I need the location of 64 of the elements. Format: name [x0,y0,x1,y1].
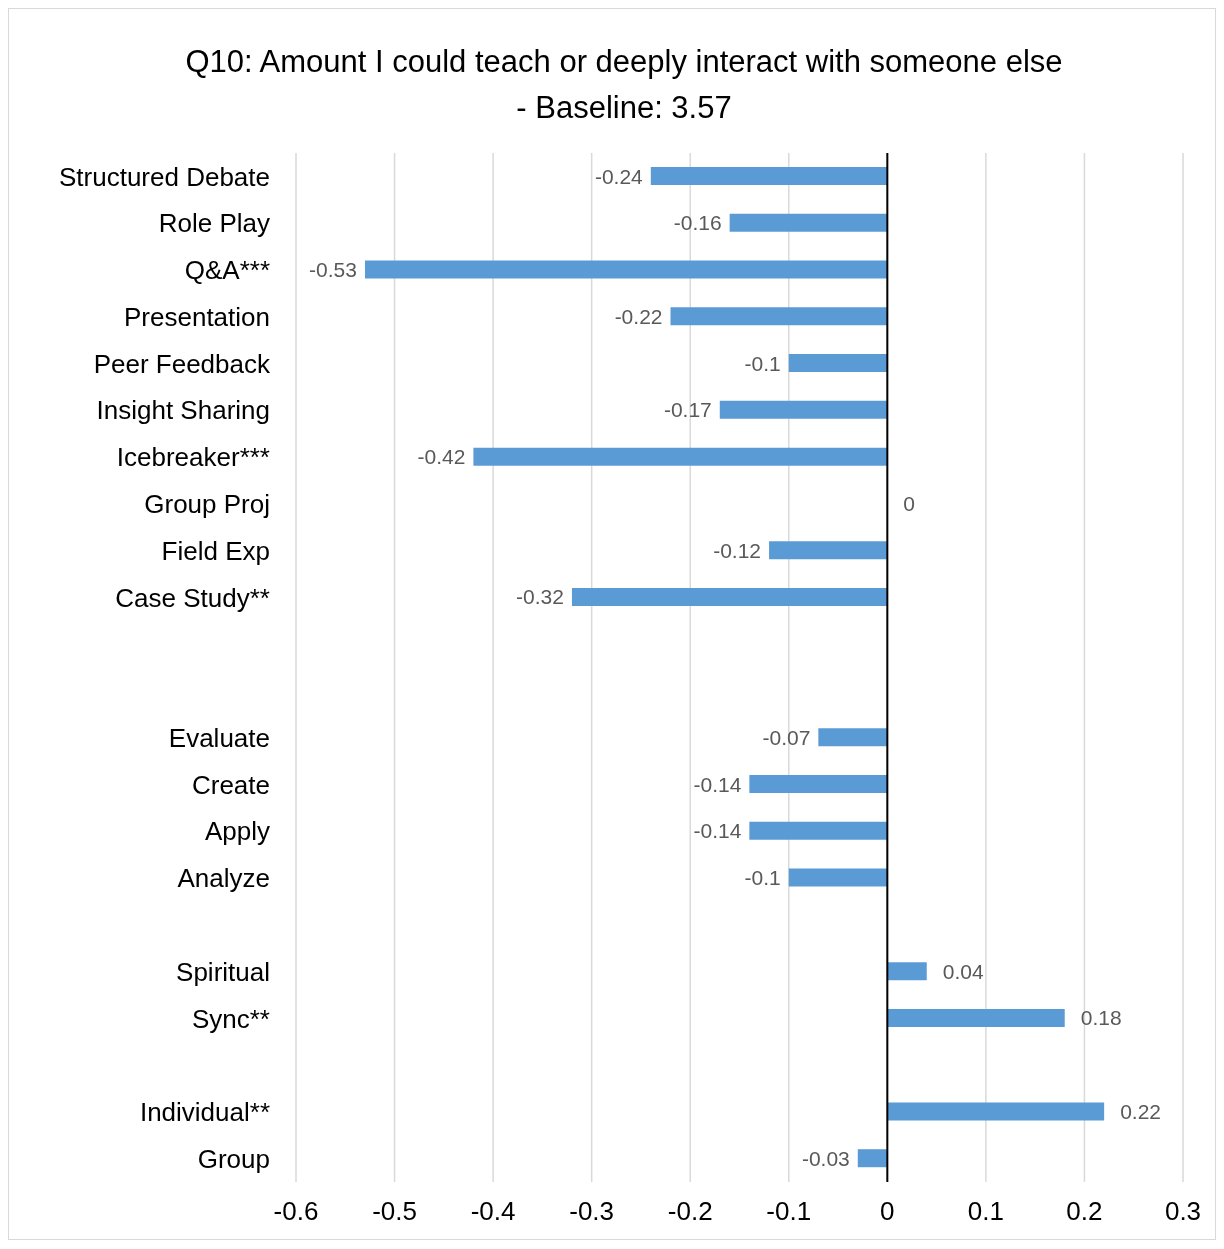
bar [818,728,888,747]
bar [670,307,888,326]
data-label: -0.1 [744,866,781,890]
bar [788,354,888,373]
y-tick-label: Evaluate [168,722,270,753]
bar [364,260,888,279]
y-tick-label: Structured Debate [58,161,270,192]
x-tick-label: -0.3 [569,1196,615,1227]
y-tick-label: Case Study** [115,582,270,613]
bar [857,1149,888,1168]
y-tick-label: Analyze [177,863,270,894]
bar [887,1102,1105,1121]
y-tick-label: Individual** [139,1097,270,1128]
data-label: -0.22 [614,304,663,328]
x-tick-label: -0.6 [273,1196,319,1227]
x-tick-label: -0.4 [470,1196,516,1227]
y-tick-label: Spiritual [176,956,270,987]
x-tick-label: 0.2 [1066,1196,1103,1227]
bar [473,447,888,466]
bar [719,400,888,419]
x-tick-label: 0 [880,1196,895,1227]
x-tick-label: -0.1 [766,1196,812,1227]
x-tick-label: -0.5 [372,1196,417,1227]
data-label: -0.42 [417,445,466,469]
bar [571,587,888,606]
y-tick-label: Peer Feedback [93,348,271,379]
y-tick-label: Role Play [158,208,270,239]
bar [749,775,888,794]
data-label: -0.12 [713,538,762,562]
data-label: -0.1 [744,351,781,375]
y-tick-label: Apply [204,816,270,847]
data-label: -0.14 [693,772,742,796]
bar [769,541,888,560]
x-tick-label: 0.3 [1164,1196,1202,1227]
data-label: 0 [903,492,916,516]
y-tick-label: Group Proj [144,489,270,520]
y-tick-label: Insight Sharing [96,395,270,426]
data-label: 0.18 [1080,1006,1122,1030]
bar [788,868,888,887]
data-label: -0.17 [663,398,712,422]
bar [749,821,888,840]
x-tick-label: 0.1 [967,1196,1004,1227]
bar [887,1008,1065,1027]
data-label: -0.14 [693,819,742,843]
data-label: -0.07 [762,725,811,749]
y-tick-label: Create [191,769,270,800]
data-label: -0.32 [516,585,564,609]
y-tick-label: Q&A*** [184,255,270,286]
chart-title: Q10: Amount I could teach or deeply interact with someone else - Baseline: 3.57 [184,43,1064,127]
data-label: 0.22 [1120,1099,1162,1123]
y-tick-label: Sync** [191,1003,270,1034]
y-tick-label: Presentation [124,301,270,332]
bar [650,167,888,185]
y-tick-label: Field Exp [161,535,270,566]
x-tick-label: -0.2 [667,1196,713,1227]
bar [729,213,888,232]
data-label: -0.24 [594,164,644,188]
y-tick-label: Group [197,1143,270,1174]
data-label: -0.03 [801,1146,850,1170]
bar [887,962,927,981]
data-label: -0.53 [309,258,357,282]
data-label: 0.04 [942,959,984,983]
data-label: -0.16 [673,211,722,235]
y-tick-label: Icebreaker*** [116,442,270,473]
